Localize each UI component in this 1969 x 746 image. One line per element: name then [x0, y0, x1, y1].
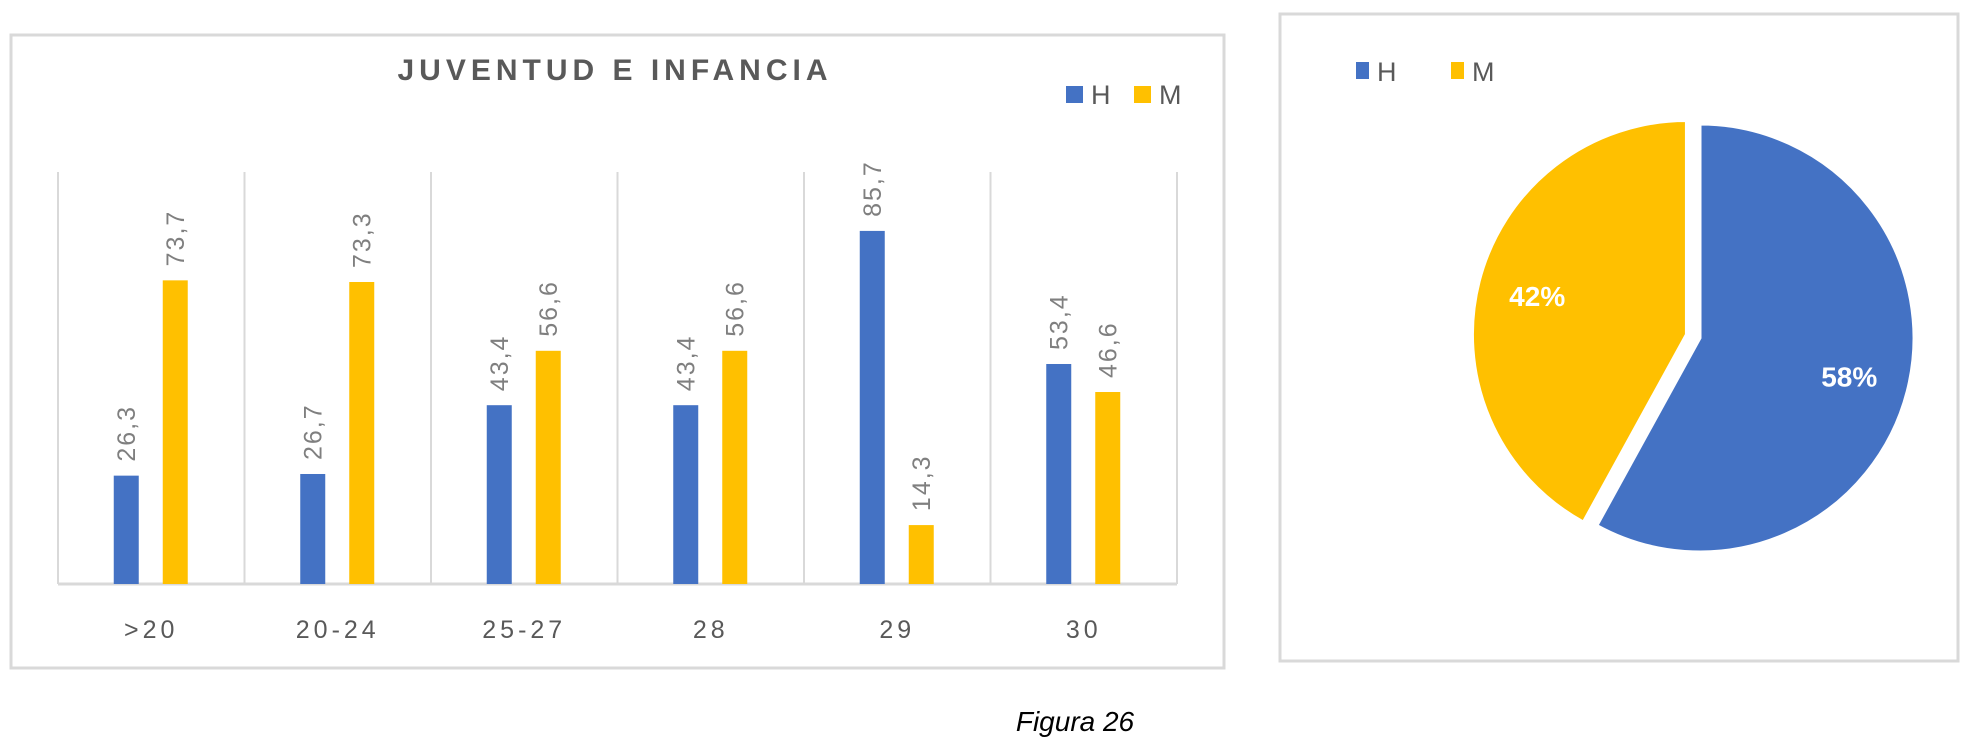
legend-swatch-H	[1356, 62, 1369, 79]
legend-swatch-M	[1451, 62, 1464, 79]
x-tick-label: >20	[124, 616, 178, 644]
data-label: 56,6	[535, 280, 563, 337]
pie-slice-H	[1594, 122, 1916, 554]
data-label: 26,7	[300, 403, 328, 460]
bar-M->20	[162, 280, 188, 584]
chart-title: JUVENTUD E INFANCIA	[397, 54, 832, 87]
data-label: 26,3	[113, 405, 141, 462]
pie-label-M: 42%	[1509, 281, 1565, 312]
legend-label-M: M	[1159, 80, 1182, 110]
bar-H-29	[859, 230, 885, 584]
data-label: 43,4	[673, 335, 701, 392]
bar-M-30	[1095, 392, 1121, 584]
x-tick-label: 29	[879, 616, 915, 644]
legend-label-H: H	[1091, 80, 1111, 110]
figure-caption: Figura 26	[1015, 706, 1135, 737]
bar-M-28	[722, 350, 748, 584]
data-label: 73,3	[349, 211, 377, 268]
legend-label-M: M	[1472, 57, 1495, 87]
legend-swatch-H	[1066, 86, 1083, 103]
data-label: 46,6	[1095, 321, 1123, 378]
pie-slice-M	[1470, 119, 1688, 525]
pie-label-H: 58%	[1821, 361, 1877, 392]
x-tick-label: 30	[1066, 616, 1102, 644]
bar-M-20-24	[349, 282, 375, 584]
bar-M-29	[908, 525, 934, 584]
data-label: 53,4	[1046, 293, 1074, 350]
legend-swatch-M	[1134, 86, 1151, 103]
x-tick-label: 28	[693, 616, 729, 644]
x-tick-label: 20-24	[296, 616, 380, 644]
bar-M-25-27	[535, 350, 561, 584]
legend-label-H: H	[1377, 57, 1397, 87]
bar-H-20-24	[300, 473, 326, 584]
data-label: 43,4	[486, 335, 514, 392]
x-tick-label: 25-27	[482, 616, 566, 644]
data-label: 14,3	[908, 454, 936, 511]
bar-H->20	[113, 475, 139, 584]
bar-H-30	[1046, 363, 1072, 584]
data-label: 56,6	[722, 280, 750, 337]
bar-H-28	[673, 405, 699, 584]
data-label: 85,7	[859, 160, 887, 217]
bar-H-25-27	[486, 405, 512, 584]
data-label: 73,7	[162, 210, 190, 267]
